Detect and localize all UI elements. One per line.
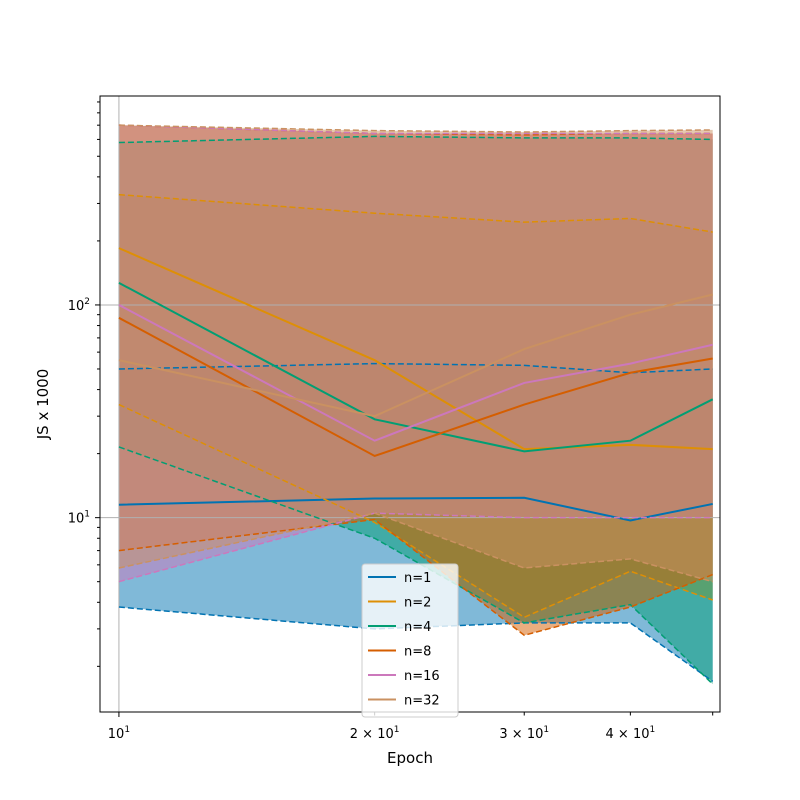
x-tick-label: 2 × 101 — [350, 725, 400, 742]
legend-label: n=1 — [404, 571, 431, 586]
lower-line-n-4 — [118, 446, 714, 685]
lower-line-n-2 — [118, 403, 713, 619]
legend: n=1 n=2 n=4 n=8 n=16 n=32 — [361, 563, 459, 718]
legend-label: n=4 — [404, 620, 431, 635]
lower-line-n-8 — [118, 518, 713, 637]
mean-line-n-16 — [118, 304, 713, 442]
legend-label: n=32 — [404, 694, 440, 709]
mean-line-n-4 — [118, 281, 714, 453]
upper-line-n-1 — [118, 362, 713, 374]
y-axis-label: JS x 1000 — [34, 369, 52, 441]
legend-label: n=8 — [404, 645, 431, 660]
y-tick-label: 101 — [68, 510, 90, 527]
x-tick-label: 101 — [108, 725, 130, 742]
legend-label: n=16 — [404, 669, 440, 684]
y-tick-label: 102 — [68, 297, 90, 314]
upper-line-n-4 — [118, 135, 713, 144]
upper-line-n-8 — [118, 124, 713, 136]
x-axis-ticks: 101 2 × 101 3 × 101 4 × 101 — [108, 712, 714, 742]
upper-line-n-16 — [118, 124, 713, 135]
x-axis-label: Epoch — [387, 749, 433, 767]
upper-line-n-2 — [118, 193, 713, 233]
lower-line-n-32 — [118, 512, 713, 583]
legend-label: n=2 — [404, 596, 431, 611]
confidence-bands — [118, 125, 713, 685]
mean-line-n-32 — [118, 293, 713, 418]
mean-line-n-1 — [118, 496, 713, 522]
mean-line-n-2 — [118, 247, 713, 451]
upper-line-n-32 — [118, 124, 713, 133]
x-tick-label: 4 × 101 — [606, 725, 656, 742]
series-lines — [118, 124, 714, 685]
lower-line-n-16 — [118, 512, 713, 583]
band-n-32 — [118, 125, 713, 582]
mean-line-n-8 — [118, 316, 713, 458]
x-tick-label: 3 × 101 — [499, 725, 549, 742]
y-axis-ticks: 101 102 — [68, 101, 100, 667]
